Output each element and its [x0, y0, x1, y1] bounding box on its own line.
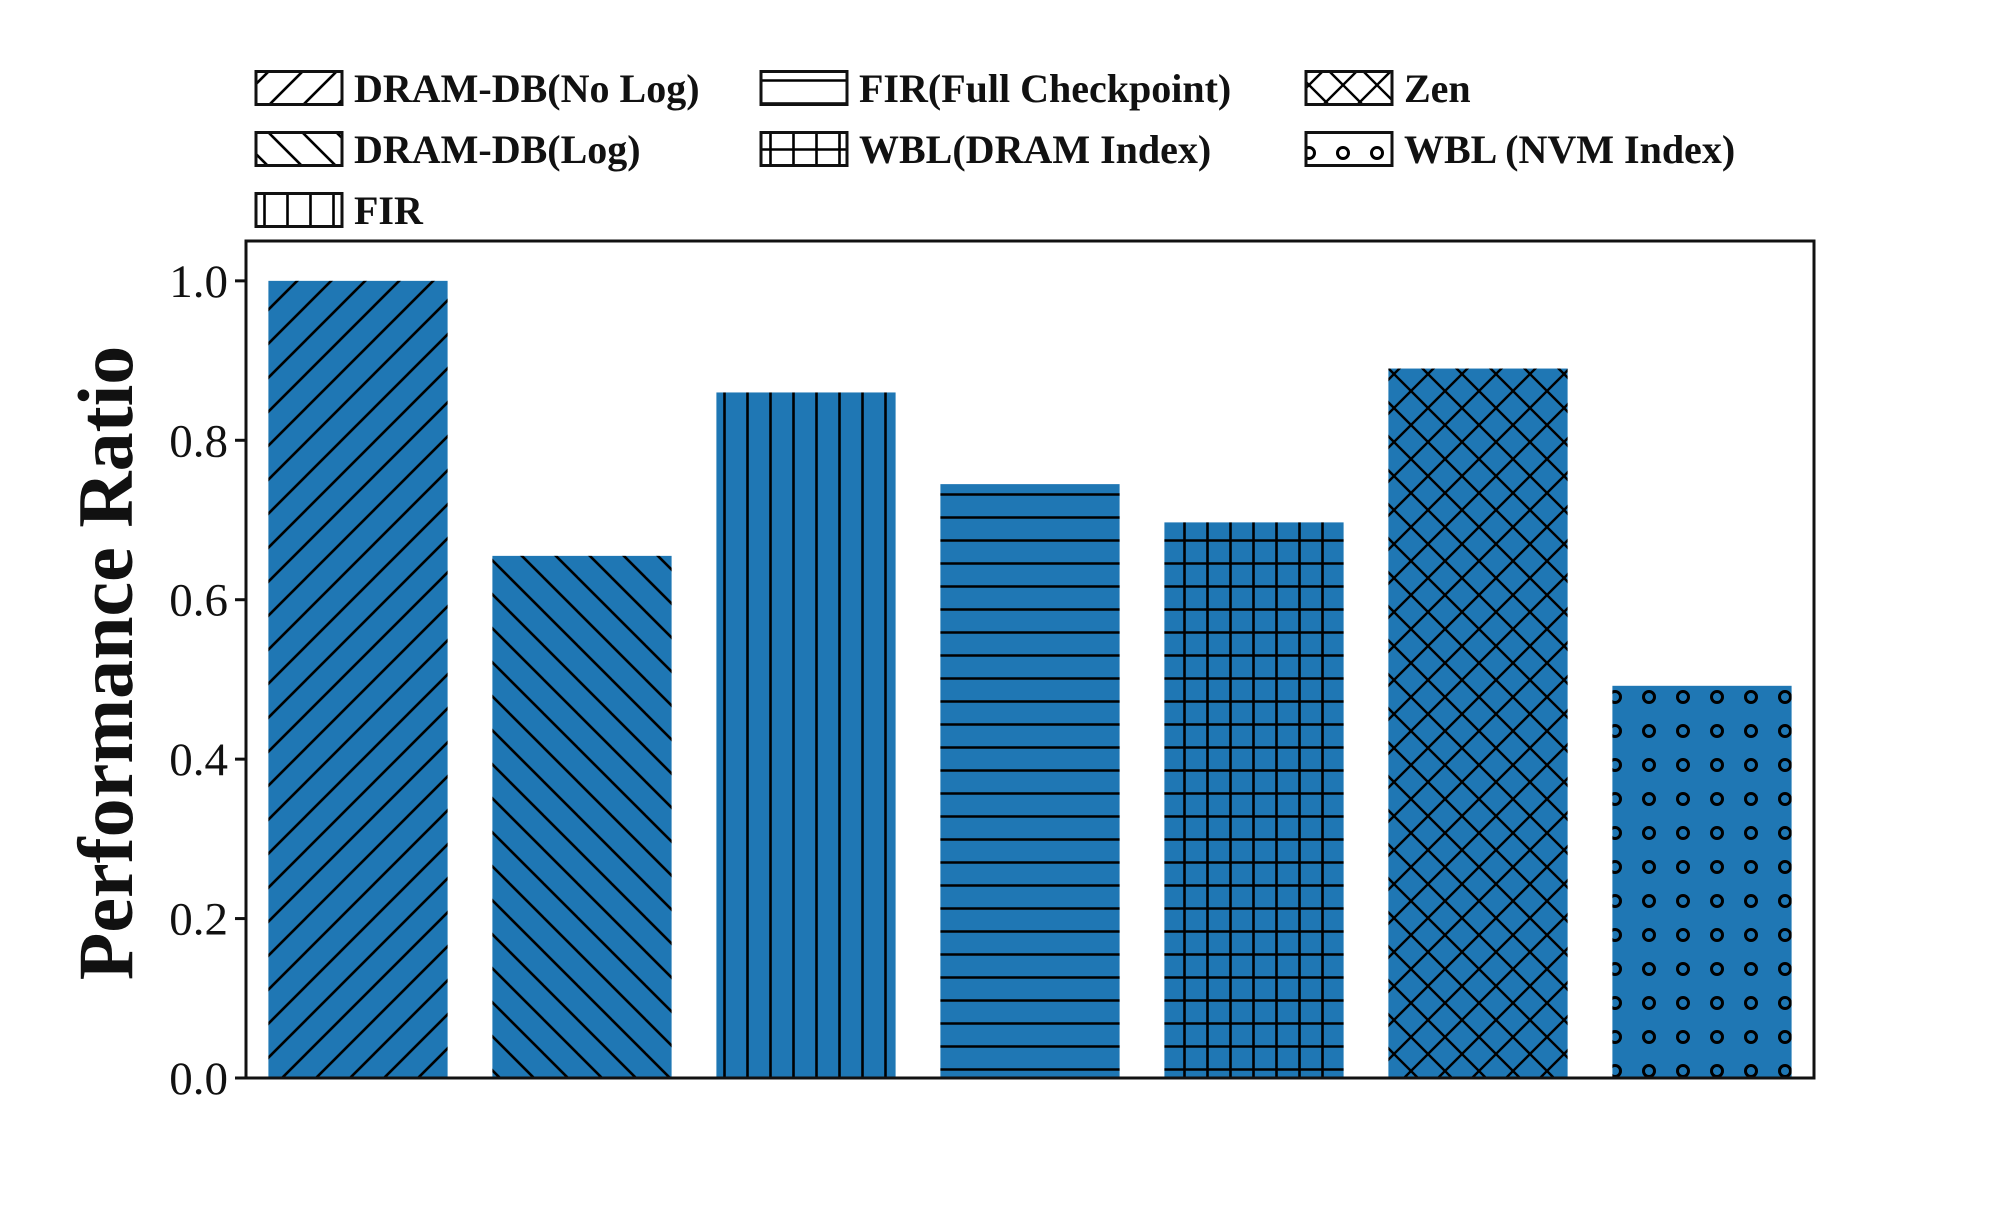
y-axis-label: Performance Ratio [62, 346, 149, 981]
y-tick-label: 1.0 [169, 256, 228, 308]
legend-label: Zen [1404, 66, 1471, 111]
bar-hatch-5 [1164, 522, 1344, 1078]
plot-area: 0.0 0.2 0.4 0.6 0.8 1.0 [169, 239, 1816, 1105]
legend-item: FIR [254, 188, 424, 233]
legend-swatch [1304, 131, 1394, 167]
legend-item: DRAM-DB(Log) [254, 127, 641, 172]
legend-label: WBL(DRAM Index) [859, 127, 1211, 172]
y-tick-label: 0.0 [169, 1053, 228, 1105]
legend-item: FIR(Full Checkpoint) [759, 66, 1231, 111]
legend-swatch [254, 131, 344, 167]
legend-swatch [759, 70, 849, 106]
legend: DRAM-DB(No Log) FIR(Full Checkpoint) Zen DR… [254, 66, 1735, 233]
legend-swatch [759, 131, 849, 167]
legend-swatch [1304, 70, 1394, 106]
legend-swatch [254, 192, 344, 228]
axes-frame [244, 239, 1816, 1080]
y-tick-label: 0.8 [169, 415, 228, 467]
bar-hatch-7 [1612, 685, 1792, 1078]
legend-item: WBL (NVM Index) [1304, 127, 1735, 172]
legend-swatch [254, 70, 344, 106]
legend-label: DRAM-DB(No Log) [354, 66, 700, 111]
legend-item: Zen [1304, 66, 1471, 111]
legend-label: DRAM-DB(Log) [354, 127, 641, 172]
bar-hatch-6 [1388, 368, 1568, 1078]
legend-item: WBL(DRAM Index) [759, 127, 1211, 172]
bars [268, 280, 1792, 1079]
bar-hatch-1 [268, 280, 448, 1078]
legend-label: WBL (NVM Index) [1404, 127, 1735, 172]
legend-label: FIR(Full Checkpoint) [859, 66, 1231, 111]
bar-hatch-3 [716, 392, 896, 1078]
legend-label: FIR [354, 188, 424, 233]
y-tick-label: 0.6 [169, 575, 228, 627]
bar-hatch-2 [492, 555, 672, 1078]
legend-item: DRAM-DB(No Log) [254, 66, 700, 111]
y-tick-label: 0.2 [169, 894, 228, 946]
y-axis: 0.0 0.2 0.4 0.6 0.8 1.0 [169, 256, 246, 1105]
y-tick-label: 0.4 [169, 734, 228, 786]
bar-hatch-4 [940, 484, 1120, 1079]
